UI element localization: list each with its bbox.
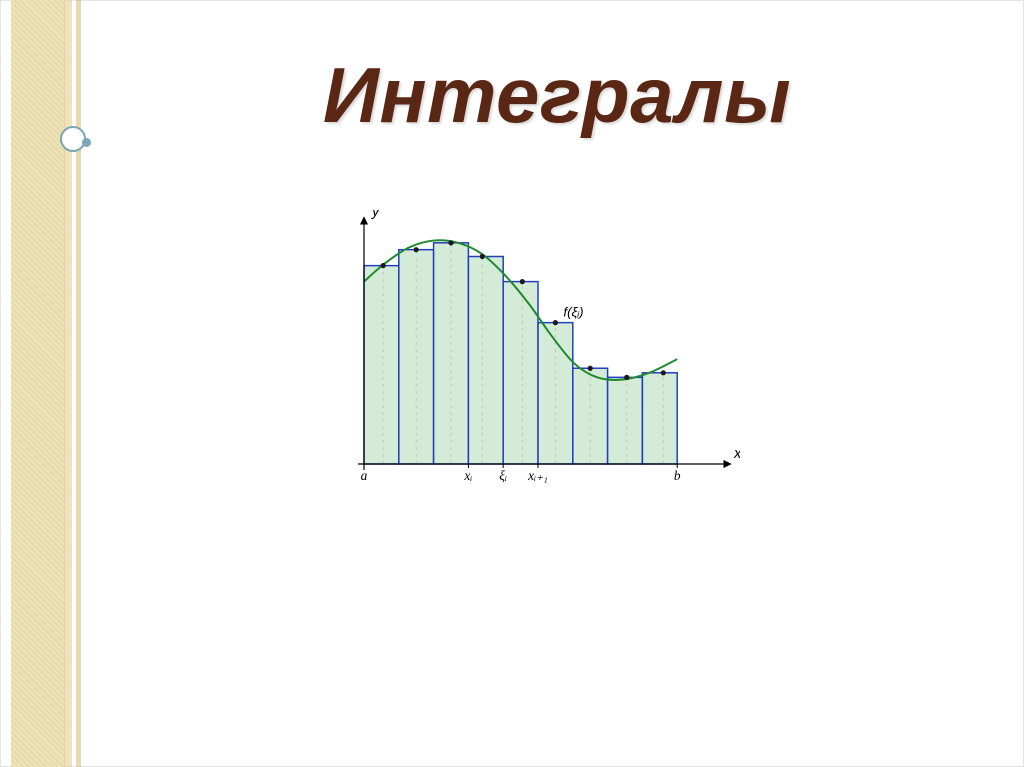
x-tick-label: ξᵢ — [499, 468, 507, 483]
sidebar-stripe — [76, 0, 81, 767]
sidebar-stripe — [64, 0, 72, 767]
page-title: Интегралы — [150, 56, 964, 134]
x-tick-label: a — [361, 468, 368, 483]
x-tick-label: b — [674, 468, 681, 483]
x-tick-label: xᵢ₊₁ — [527, 468, 548, 483]
riemann-chart: f(ξᵢ)yxaxᵢξᵢxᵢ₊₁b — [320, 210, 740, 510]
decorative-sidebar — [0, 0, 88, 767]
curve-label: f(ξᵢ) — [563, 305, 583, 320]
x-axis-label: x — [733, 446, 740, 462]
sidebar-pattern — [11, 0, 65, 767]
dot-icon — [82, 138, 91, 147]
x-tick-label: xᵢ — [463, 468, 472, 483]
slide: Интегралы f(ξᵢ)yxaxᵢξᵢxᵢ₊₁b — [0, 0, 1024, 767]
